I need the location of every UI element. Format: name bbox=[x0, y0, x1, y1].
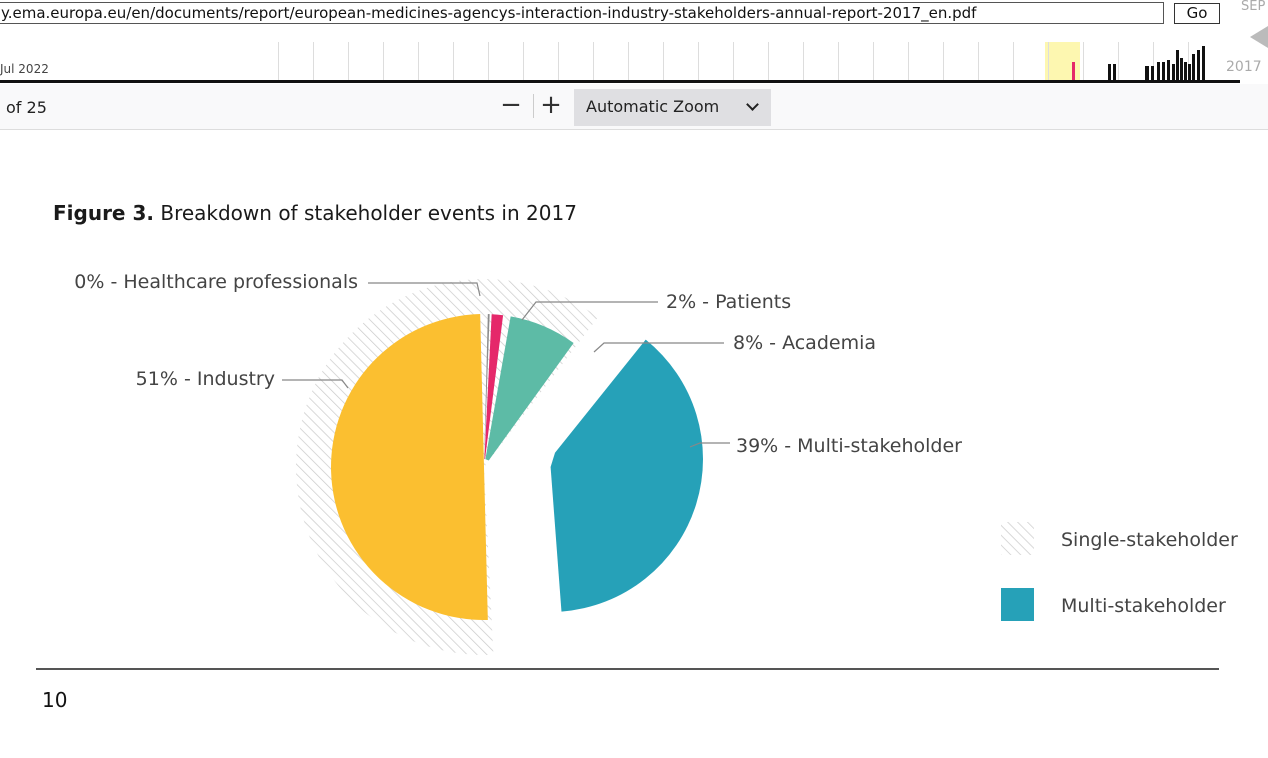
slice-label: 8% - Academia bbox=[733, 332, 876, 354]
zoom-select[interactable]: Automatic Zoom bbox=[574, 89, 771, 126]
capture-timeline[interactable] bbox=[0, 40, 1220, 80]
url-input[interactable]: y.ema.europa.eu/en/documents/report/euro… bbox=[0, 2, 1164, 24]
capture-mark[interactable] bbox=[1172, 64, 1175, 80]
timeline-grid-line bbox=[523, 42, 524, 80]
capture-mark[interactable] bbox=[1188, 64, 1191, 80]
timeline-grid-line bbox=[558, 42, 559, 80]
timeline-grid-line bbox=[943, 42, 944, 80]
timeline-grid-line bbox=[663, 42, 664, 80]
timeline-grid-line bbox=[383, 42, 384, 80]
capture-mark[interactable] bbox=[1202, 46, 1205, 80]
timeline-grid-line bbox=[418, 42, 419, 80]
wayback-toolbar: y.ema.europa.eu/en/documents/report/euro… bbox=[0, 0, 1268, 82]
timeline-grid-line bbox=[838, 42, 839, 80]
previous-arrow-icon[interactable] bbox=[1250, 26, 1268, 48]
capture-mark[interactable] bbox=[1184, 62, 1187, 80]
capture-mark[interactable] bbox=[1197, 50, 1200, 80]
toolbar-separator bbox=[533, 94, 534, 118]
timeline-grid-line bbox=[313, 42, 314, 80]
zoom-select-value: Automatic Zoom bbox=[586, 97, 720, 116]
pie-slice-industry bbox=[331, 314, 488, 620]
legend-swatch bbox=[1001, 588, 1034, 621]
month-label[interactable]: SEP bbox=[1241, 0, 1266, 14]
capture-mark[interactable] bbox=[1151, 66, 1154, 80]
zoom-in-button[interactable]: + bbox=[540, 90, 562, 120]
timeline-grid-line bbox=[1013, 42, 1014, 80]
timeline-grid-line bbox=[978, 42, 979, 80]
timeline-grid-line bbox=[908, 42, 909, 80]
timeline-grid-line bbox=[698, 42, 699, 80]
page-footer-rule bbox=[36, 668, 1219, 670]
slice-label: 0% - Healthcare professionals bbox=[74, 271, 358, 293]
timeline-grid-line bbox=[278, 42, 279, 80]
page-count: of 25 bbox=[6, 98, 47, 117]
timeline-grid-line bbox=[873, 42, 874, 80]
timeline-grid-line bbox=[593, 42, 594, 80]
capture-mark[interactable] bbox=[1167, 60, 1170, 80]
legend-label: Multi-stakeholder bbox=[1061, 595, 1226, 617]
leader-line bbox=[521, 301, 658, 321]
year-label[interactable]: 2017 bbox=[1226, 59, 1262, 75]
pie-slice-multi-stakeholder bbox=[550, 339, 703, 612]
page-number: 10 bbox=[42, 688, 68, 712]
capture-mark[interactable] bbox=[1192, 54, 1195, 80]
capture-mark[interactable] bbox=[1157, 62, 1160, 80]
leader-line bbox=[689, 442, 730, 448]
capture-mark[interactable] bbox=[1072, 62, 1075, 80]
capture-mark[interactable] bbox=[1162, 62, 1165, 80]
timeline-grid-line bbox=[628, 42, 629, 80]
zoom-out-button[interactable]: − bbox=[500, 90, 522, 120]
capture-mark[interactable] bbox=[1113, 64, 1116, 80]
timeline-grid-line bbox=[453, 42, 454, 80]
chevron-down-icon bbox=[746, 98, 759, 111]
pie-slice-academia bbox=[485, 316, 574, 461]
toolbar-divider bbox=[0, 80, 1240, 83]
pdf-toolbar: of 25 − + Automatic Zoom bbox=[0, 84, 1268, 130]
leader-line bbox=[282, 379, 349, 389]
slice-label: 51% - Industry bbox=[136, 368, 275, 390]
capture-mark[interactable] bbox=[1145, 66, 1149, 80]
legend-label: Single-stakeholder bbox=[1061, 529, 1238, 551]
timeline-grid-line bbox=[733, 42, 734, 80]
pie-chart: 0% - Healthcare professionals 2% - Patien… bbox=[74, 271, 1238, 655]
pie-slice-patients bbox=[484, 314, 504, 460]
figure-caption: Breakdown of stakeholder events in 2017 bbox=[160, 201, 577, 225]
pie-slice-healthcare-professionals bbox=[484, 314, 490, 460]
legend-swatch bbox=[1001, 522, 1034, 555]
slice-label: 2% - Patients bbox=[666, 291, 791, 313]
timeline-grid-line bbox=[488, 42, 489, 80]
timeline-grid-line bbox=[803, 42, 804, 80]
go-button[interactable]: Go bbox=[1174, 3, 1220, 24]
timeline-grid-line bbox=[1083, 42, 1084, 80]
timeline-grid-line bbox=[768, 42, 769, 80]
timeline-grid-line bbox=[1188, 42, 1189, 80]
leader-line bbox=[368, 282, 481, 297]
capture-mark[interactable] bbox=[1176, 50, 1179, 80]
timeline-grid-line bbox=[1048, 42, 1049, 80]
figure-number: Figure 3. bbox=[53, 201, 154, 225]
capture-date: Jul 2022 bbox=[0, 62, 49, 76]
leader-line bbox=[593, 342, 724, 353]
timeline-grid-line bbox=[348, 42, 349, 80]
figure-title: Figure 3. Breakdown of stakeholder event… bbox=[53, 201, 577, 225]
capture-mark[interactable] bbox=[1108, 64, 1111, 80]
timeline-grid-line bbox=[1153, 42, 1154, 80]
capture-mark[interactable] bbox=[1180, 58, 1183, 80]
timeline-grid-line bbox=[1118, 42, 1119, 80]
slice-label: 39% - Multi-stakeholder bbox=[736, 435, 962, 457]
